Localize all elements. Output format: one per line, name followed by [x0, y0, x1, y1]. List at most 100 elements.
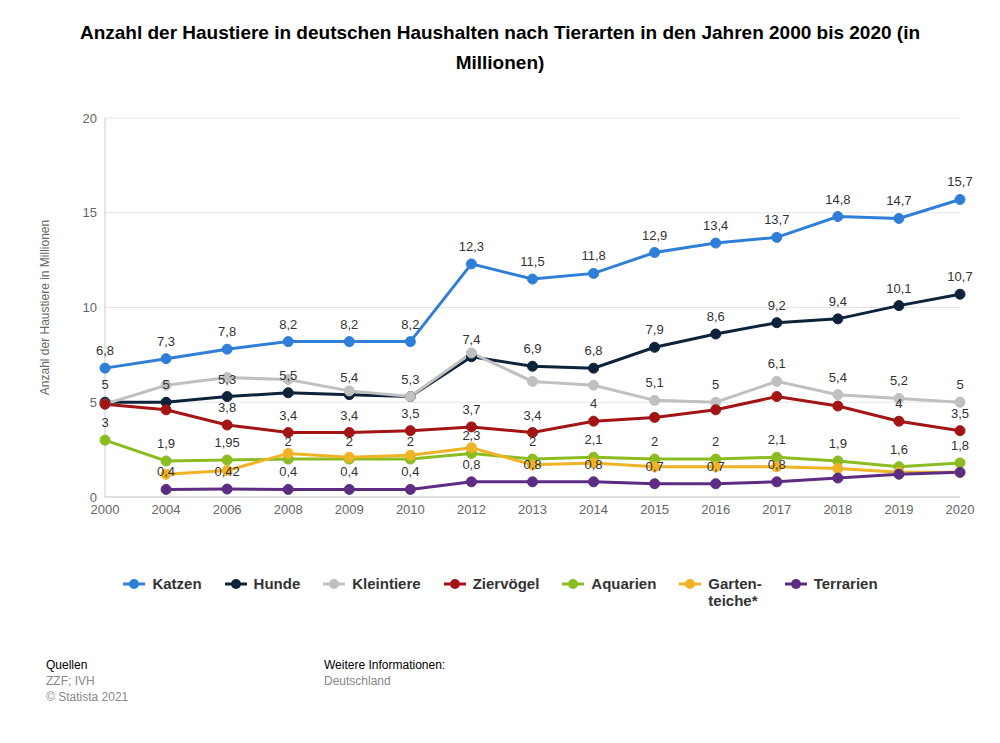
svg-text:Anzahl der Haustiere in Millio: Anzahl der Haustiere in Millionen [38, 220, 52, 395]
svg-text:10,1: 10,1 [886, 281, 911, 296]
svg-text:2,1: 2,1 [768, 432, 786, 447]
svg-text:8,6: 8,6 [707, 309, 725, 324]
svg-text:2: 2 [712, 434, 719, 449]
svg-text:11,8: 11,8 [581, 248, 605, 263]
html-text:Kleintiere: Kleintiere [352, 575, 421, 592]
svg-text:1,9: 1,9 [157, 436, 175, 451]
svg-text:0,8: 0,8 [768, 457, 786, 472]
svg-text:5: 5 [712, 377, 719, 392]
svg-text:2016: 2016 [701, 502, 730, 517]
svg-text:9,4: 9,4 [829, 294, 847, 309]
svg-text:2: 2 [285, 434, 292, 449]
svg-text:2018: 2018 [823, 502, 852, 517]
svg-text:2: 2 [407, 434, 414, 449]
svg-text:6,8: 6,8 [96, 343, 114, 358]
html-text:teiche*: teiche* [708, 592, 758, 609]
svg-text:3,8: 3,8 [218, 400, 236, 415]
svg-text:9,2: 9,2 [768, 298, 786, 313]
html-text:Aquarien: Aquarien [591, 575, 657, 592]
svg-text:13,7: 13,7 [764, 212, 789, 227]
svg-text:7,9: 7,9 [646, 322, 664, 337]
svg-text:2008: 2008 [274, 502, 303, 517]
svg-text:2020: 2020 [946, 502, 975, 517]
html-text:Terrarien: Terrarien [813, 575, 878, 592]
svg-text:1,6: 1,6 [890, 442, 908, 457]
svg-text:15,7: 15,7 [947, 174, 972, 189]
svg-text:2: 2 [651, 434, 658, 449]
svg-text:2,3: 2,3 [462, 428, 480, 443]
svg-text:5,2: 5,2 [890, 373, 908, 388]
svg-text:3: 3 [101, 415, 108, 430]
svg-text:8,2: 8,2 [401, 317, 419, 332]
svg-text:2009: 2009 [335, 502, 364, 517]
svg-text:2012: 2012 [457, 502, 486, 517]
svg-text:4: 4 [895, 396, 902, 411]
svg-text:0,8: 0,8 [523, 457, 541, 472]
svg-text:3,5: 3,5 [951, 406, 969, 421]
svg-text:12,3: 12,3 [459, 239, 484, 254]
svg-text:2004: 2004 [152, 502, 181, 517]
svg-text:0,7: 0,7 [707, 459, 725, 474]
svg-text:10,7: 10,7 [947, 269, 972, 284]
svg-text:5,1: 5,1 [646, 375, 664, 390]
svg-text:6,1: 6,1 [768, 356, 786, 371]
svg-text:8,2: 8,2 [340, 317, 358, 332]
svg-text:14,8: 14,8 [825, 192, 850, 207]
svg-text:5: 5 [101, 377, 108, 392]
svg-text:6,8: 6,8 [585, 343, 603, 358]
svg-text:5,5: 5,5 [279, 368, 297, 383]
svg-text:0,8: 0,8 [585, 457, 603, 472]
svg-text:2,1: 2,1 [585, 432, 603, 447]
svg-text:5: 5 [162, 377, 169, 392]
svg-text:6,9: 6,9 [523, 341, 541, 356]
svg-text:13,4: 13,4 [703, 218, 728, 233]
svg-text:7,8: 7,8 [218, 324, 236, 339]
svg-text:2019: 2019 [884, 502, 913, 517]
svg-text:3,4: 3,4 [523, 408, 541, 423]
svg-text:2013: 2013 [518, 502, 547, 517]
svg-text:2: 2 [529, 434, 536, 449]
html-text:Katzen: Katzen [152, 575, 202, 592]
svg-text:20: 20 [83, 111, 97, 126]
html-text:Hunde: Hunde [253, 575, 301, 592]
svg-text:0,4: 0,4 [157, 464, 175, 479]
svg-text:5: 5 [90, 395, 97, 410]
svg-text:3,4: 3,4 [279, 408, 297, 423]
svg-text:15: 15 [83, 205, 97, 220]
svg-text:0,42: 0,42 [214, 464, 239, 479]
svg-text:2017: 2017 [762, 502, 791, 517]
svg-text:7,3: 7,3 [157, 334, 175, 349]
svg-text:0,8: 0,8 [462, 457, 480, 472]
svg-text:5: 5 [956, 377, 963, 392]
svg-text:0,7: 0,7 [646, 459, 664, 474]
svg-text:11,5: 11,5 [520, 254, 544, 269]
svg-text:3,5: 3,5 [401, 406, 419, 421]
svg-text:1,9: 1,9 [829, 436, 847, 451]
svg-text:2015: 2015 [640, 502, 669, 517]
svg-text:0,4: 0,4 [279, 464, 297, 479]
svg-text:7,4: 7,4 [462, 332, 480, 347]
svg-text:1,8: 1,8 [951, 438, 969, 453]
svg-text:14,7: 14,7 [886, 193, 911, 208]
svg-text:5,4: 5,4 [829, 370, 847, 385]
svg-text:0,4: 0,4 [401, 464, 419, 479]
html-text:Garten-: Garten- [708, 575, 762, 592]
svg-text:5,3: 5,3 [401, 372, 419, 387]
html-text:Anzahl der Haustiere in deutsc: Anzahl der Haustiere in deutschen Hausha… [79, 22, 921, 73]
svg-text:5,3: 5,3 [218, 372, 236, 387]
svg-text:2014: 2014 [579, 502, 608, 517]
html-text:Ziervögel: Ziervögel [472, 575, 540, 592]
svg-text:0,4: 0,4 [340, 464, 358, 479]
svg-text:2: 2 [346, 434, 353, 449]
svg-text:1,95: 1,95 [214, 435, 239, 450]
svg-text:3,7: 3,7 [462, 402, 480, 417]
svg-text:8,2: 8,2 [279, 317, 297, 332]
svg-text:0: 0 [90, 490, 97, 505]
svg-text:4: 4 [590, 396, 597, 411]
svg-text:5,4: 5,4 [340, 370, 358, 385]
svg-text:2010: 2010 [396, 502, 425, 517]
svg-text:10: 10 [83, 300, 97, 315]
svg-text:3,4: 3,4 [340, 408, 358, 423]
svg-text:2006: 2006 [213, 502, 242, 517]
svg-text:12,9: 12,9 [642, 228, 667, 243]
